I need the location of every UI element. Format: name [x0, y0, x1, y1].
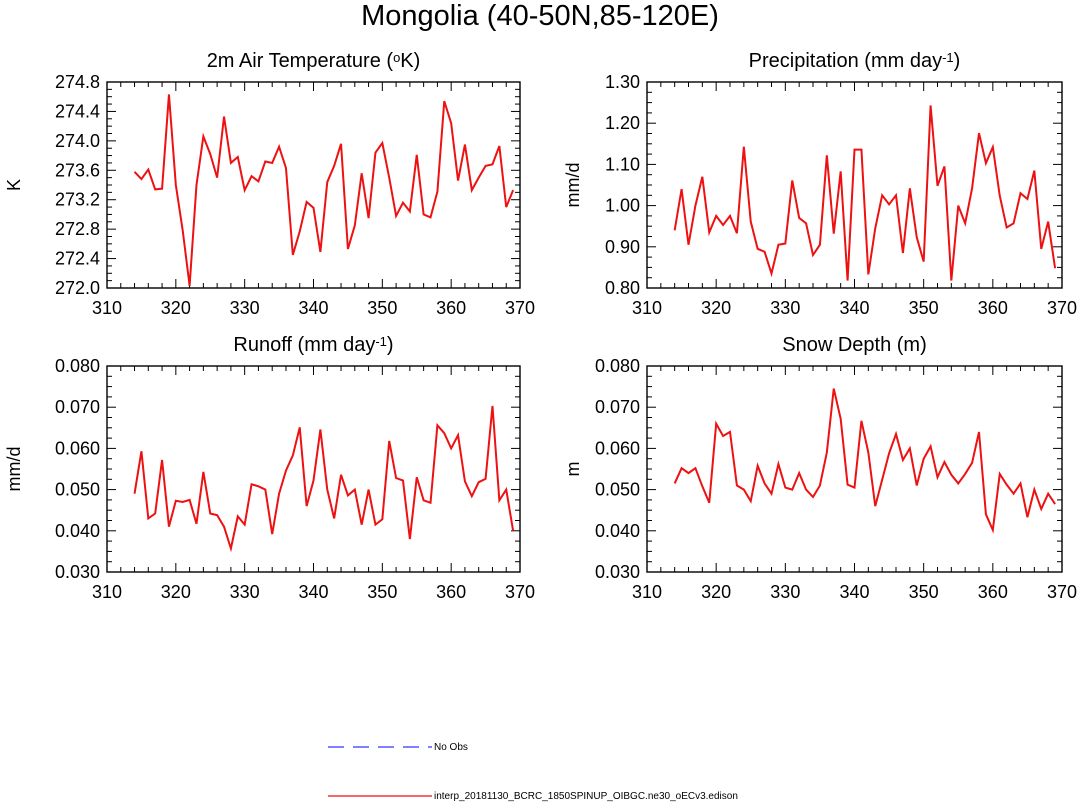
x-tick-label: 310: [92, 582, 122, 602]
panel-title-text: Snow Depth (m): [782, 334, 927, 356]
x-tick-label: 310: [632, 582, 662, 602]
y-tick-label: 0.080: [595, 356, 640, 376]
legend-label-no-obs: No Obs: [434, 742, 468, 753]
y-tick-label: 0.080: [55, 356, 100, 376]
y-tick-label: 272.0: [55, 278, 100, 298]
panel-title-superscript: o: [393, 50, 400, 65]
x-tick-label: 360: [436, 298, 466, 318]
x-tick-label: 370: [1047, 298, 1077, 318]
y-tick-label: 274.8: [55, 72, 100, 92]
y-tick-label: 272.4: [55, 249, 100, 269]
x-tick-label: 340: [298, 298, 328, 318]
y-axis-label: mm/d: [4, 447, 24, 492]
x-tick-label: 350: [367, 298, 397, 318]
y-tick-label: 1.30: [605, 72, 640, 92]
x-tick-label: 340: [298, 582, 328, 602]
y-tick-label: 0.90: [605, 237, 640, 257]
y-tick-label: 0.070: [595, 397, 640, 417]
legend-label-model: interp_20181130_BCRC_1850SPINUP_OIBGC.ne…: [434, 791, 738, 802]
panels: 2m Air Temperature (oK)310 320 330 340 350 36…: [4, 50, 1077, 602]
plot-frame: [646, 365, 1063, 573]
x-tick-label: 330: [230, 582, 260, 602]
y-tick-label: 0.030: [55, 562, 100, 582]
y-tick-label: 0.070: [55, 397, 100, 417]
x-tick-label: 360: [978, 298, 1008, 318]
x-tick-label: 370: [505, 582, 535, 602]
panel-title-text: ): [954, 50, 961, 72]
panel-title-text: K): [400, 50, 420, 72]
y-tick-label: 1.10: [605, 154, 640, 174]
x-tick-label: 350: [367, 582, 397, 602]
y-tick-label: 273.2: [55, 190, 100, 210]
panel-title-runoff: Runoff (mm day-1): [233, 334, 393, 356]
x-tick-label: 320: [161, 582, 191, 602]
x-tick-label: 310: [92, 298, 122, 318]
x-tick-label: 360: [436, 582, 466, 602]
x-tick-label: 330: [770, 298, 800, 318]
plot-frame: [106, 81, 521, 289]
x-tick-label: 340: [839, 582, 869, 602]
y-tick-label: 0.060: [595, 438, 640, 458]
panel-title-superscript: -1: [942, 50, 954, 65]
y-axis-label: m: [563, 462, 583, 477]
series-line: [133, 94, 515, 286]
plot-frame: [646, 81, 1063, 289]
legend: No Obs interp_20181130_BCRC_1850SPINUP_O…: [328, 742, 738, 802]
y-tick-label: 0.060: [55, 438, 100, 458]
x-tick-label: 330: [770, 582, 800, 602]
y-tick-label: 0.040: [55, 521, 100, 541]
panel-snow-depth: Snow Depth (m) 310 320 330 340 350 360 370 0.030…: [563, 334, 1077, 602]
panel-title-text: 2m Air Temperature (: [207, 50, 394, 72]
x-tick-label: 320: [701, 582, 731, 602]
x-tick-label: 360: [978, 582, 1008, 602]
x-tick-label: 310: [632, 298, 662, 318]
x-tick-label: 330: [230, 298, 260, 318]
y-tick-label: 274.0: [55, 131, 100, 151]
y-tick-label: 1.00: [605, 196, 640, 216]
y-tick-label: 0.050: [595, 480, 640, 500]
panel-temperature: 2m Air Temperature (oK) 310 320 330 340 350 36…: [4, 50, 535, 318]
x-tick-label: 370: [505, 298, 535, 318]
x-tick-label: 350: [909, 582, 939, 602]
y-tick-label: 0.040: [595, 521, 640, 541]
x-tick-label: 320: [161, 298, 191, 318]
x-tick-label: 320: [701, 298, 731, 318]
panel-title-snow-depth: Snow Depth (m): [782, 334, 927, 356]
panel-runoff: Runoff (mm day-1) 310 320 330 340 350 360 370 0.…: [4, 334, 535, 602]
panel-title-text: Runoff (mm day: [233, 334, 375, 356]
y-tick-label: 0.050: [55, 480, 100, 500]
y-axis-label: mm/d: [563, 163, 583, 208]
plot-frame: [106, 365, 521, 573]
y-axis-label: K: [4, 179, 24, 191]
panel-title-text: Precipitation (mm day: [749, 50, 942, 72]
y-tick-label: 274.4: [55, 101, 100, 121]
figure-title: Mongolia (40-50N,85-120E): [361, 0, 719, 32]
y-tick-label: 0.030: [595, 562, 640, 582]
series-line: [673, 105, 1057, 281]
series-line: [133, 405, 515, 553]
x-tick-label: 340: [839, 298, 869, 318]
panel-title-text: ): [387, 334, 394, 356]
y-tick-label: 1.20: [605, 113, 640, 133]
panel-title-precipitation: Precipitation (mm day-1): [749, 50, 961, 72]
panel-title-superscript: -1: [375, 334, 387, 349]
panel-precipitation: Precipitation (mm day-1) 310 320 330 340 350 3…: [563, 50, 1077, 318]
panel-title-temperature: 2m Air Temperature (oK): [207, 50, 421, 72]
x-tick-label: 350: [909, 298, 939, 318]
y-tick-label: 273.6: [55, 160, 100, 180]
series-line: [673, 388, 1056, 534]
x-tick-label: 370: [1047, 582, 1077, 602]
y-tick-label: 272.8: [55, 219, 100, 239]
y-tick-label: 0.80: [605, 278, 640, 298]
